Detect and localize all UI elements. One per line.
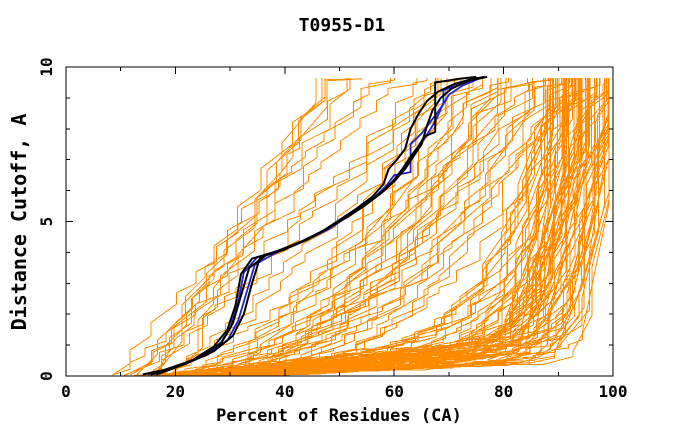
server-model-curve bbox=[211, 77, 578, 376]
server-model-curves bbox=[112, 77, 610, 376]
server-model-curve bbox=[168, 77, 317, 376]
server-model-curve bbox=[184, 77, 610, 376]
server-model-curve bbox=[152, 77, 437, 376]
black-model-curve bbox=[155, 75, 488, 376]
chart-title: T0955-D1 bbox=[299, 15, 386, 36]
server-model-curve bbox=[172, 77, 462, 376]
server-model-curve bbox=[161, 77, 499, 376]
server-model-curve bbox=[148, 77, 391, 376]
server-model-curve bbox=[112, 77, 458, 376]
server-model-curve bbox=[129, 77, 418, 376]
y-tick-label: 10 bbox=[37, 57, 56, 76]
black-highlight-curves bbox=[142, 75, 488, 376]
server-model-curve bbox=[221, 77, 610, 376]
server-model-curve bbox=[144, 77, 552, 376]
server-model-curve bbox=[155, 77, 326, 376]
server-model-curve bbox=[136, 77, 351, 376]
server-model-curve bbox=[149, 77, 558, 376]
server-model-curve bbox=[183, 77, 576, 376]
y-axis-label: Distance Cutoff, A bbox=[7, 114, 31, 331]
axes-box-and-ticks bbox=[65, 66, 614, 377]
server-model-curve bbox=[172, 77, 484, 376]
server-model-curve bbox=[154, 77, 348, 376]
server-model-curve bbox=[145, 77, 439, 376]
x-tick-label: 40 bbox=[275, 382, 294, 401]
server-model-curve bbox=[169, 77, 362, 376]
black-model-curve bbox=[150, 75, 477, 376]
x-tick-label: 20 bbox=[166, 382, 185, 401]
server-model-curve bbox=[143, 77, 428, 376]
tick-labels: 0 20 40 60 80 100 0 5 10 bbox=[37, 57, 627, 401]
x-tick-label: 0 bbox=[61, 382, 71, 401]
server-model-curve bbox=[244, 77, 610, 376]
server-model-curve bbox=[217, 77, 509, 376]
x-tick-label: 60 bbox=[385, 382, 404, 401]
server-model-curve bbox=[146, 77, 351, 376]
server-model-curve bbox=[242, 77, 610, 376]
server-model-curve bbox=[151, 77, 499, 376]
y-tick-label: 0 bbox=[37, 371, 56, 381]
server-model-curve bbox=[212, 77, 436, 376]
x-tick-label: 100 bbox=[599, 382, 628, 401]
x-axis-label: Percent of Residues (CA) bbox=[216, 406, 462, 426]
x-tick-label: 80 bbox=[494, 382, 513, 401]
server-model-curve bbox=[237, 77, 564, 376]
y-tick-label: 5 bbox=[37, 217, 56, 227]
